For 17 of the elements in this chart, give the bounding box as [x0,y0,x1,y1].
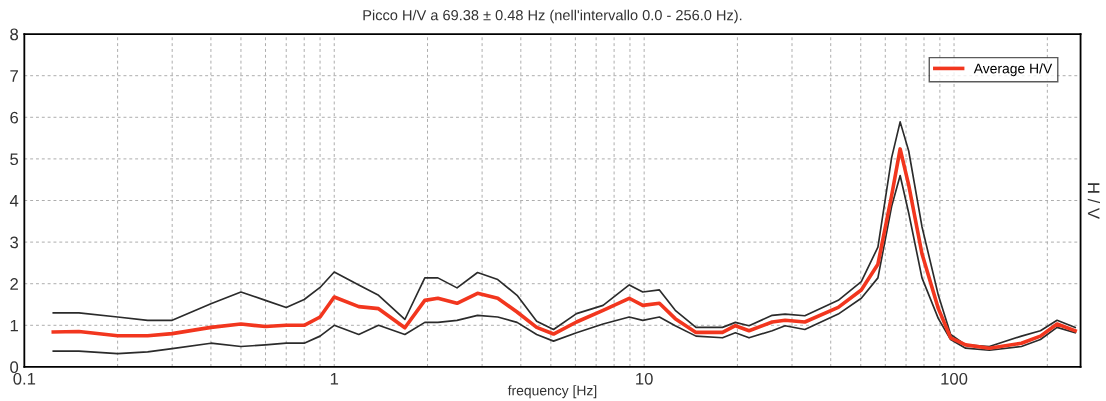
y-tick-label: 0 [10,361,19,374]
y-tick-label: 8 [10,28,19,41]
y-tick-label: 1 [10,319,18,332]
y-tick-label: 7 [10,70,18,82]
x-tick-label: 1 [330,373,339,385]
chart-title: Picco H/V a 69.38 ± 0.48 Hz (nell'intervallo 0.0 - 256.0 Hz). [363,9,742,24]
x-tick-label: 0.1 [13,372,36,385]
y-tick-label: 3 [10,236,19,249]
y-tick-label: 6 [10,111,19,124]
y2-axis-title: H / V [1087,183,1101,219]
y-tick-label: 4 [9,195,19,207]
legend-label: Average H/V [973,63,1053,77]
x-tick-label: 10 [636,372,653,385]
y-tick-label: 5 [10,153,19,166]
x-tick-label: 100 [941,372,968,385]
y-tick-label: 2 [10,278,18,290]
x-axis-title: frequency [Hz] [507,385,597,399]
